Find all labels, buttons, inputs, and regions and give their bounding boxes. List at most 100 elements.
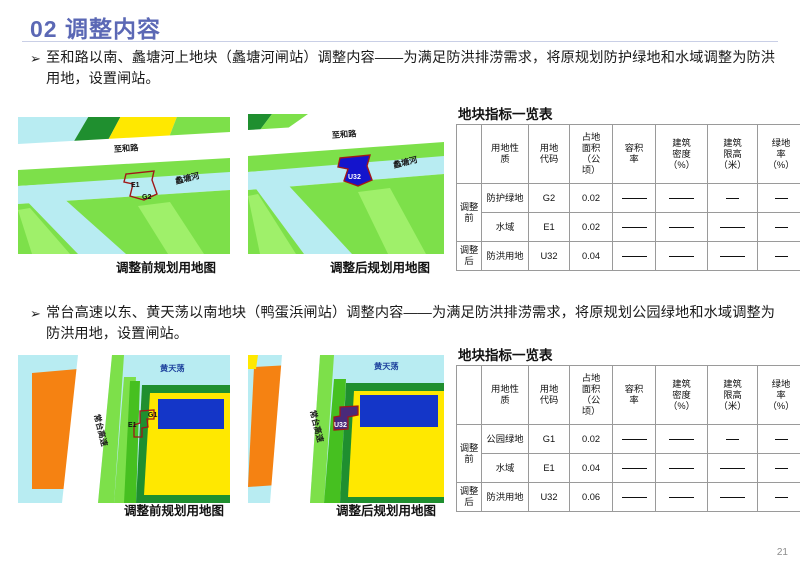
page-number: 21 <box>776 547 788 558</box>
svg-text:E1: E1 <box>128 422 137 429</box>
svg-text:黄天荡: 黄天荡 <box>160 363 185 373</box>
indicator-table-1-head: 用地性 质 用地 代码 占地 面积 （公 顷） 容积 率 <box>456 124 800 184</box>
th-stage <box>456 124 482 184</box>
cell-area: 0.04 <box>569 453 613 483</box>
cell-stage-after: 调整后 <box>456 482 482 512</box>
map-before-yadanbang: 黄天荡 常台高速 E1 G1 <box>18 355 230 503</box>
th-far: 容积 率 <box>612 365 656 425</box>
cell-green <box>757 212 800 242</box>
cell-nature: 公园绿地 <box>481 424 529 454</box>
map-before-yadanbang-graphic: 黄天荡 常台高速 E1 G1 <box>18 355 230 503</box>
table-row: 调整前 防护绿地 G2 0.02 <box>456 183 800 242</box>
th-area: 占地 面积 （公 顷） <box>569 124 613 184</box>
bullet-marker-icon: ➢ <box>30 306 41 321</box>
cell-far <box>612 241 656 271</box>
svg-text:U32: U32 <box>348 174 361 181</box>
cell-density <box>655 482 708 512</box>
bullet-text-2: 常台高速以东、黄天荡以南地块（鸭蛋浜闸站）调整内容——为满足防洪排涝需求，将原规… <box>46 305 775 342</box>
table-row: 调整后 防洪用地 U32 0.04 <box>456 241 800 271</box>
bullet-paragraph-1: ➢ 至和路以南、蠡塘河上地块（蠡塘河闸站）调整内容——为满足防洪排涝需求，将原规… <box>30 48 775 90</box>
cell-code: G2 <box>528 183 570 213</box>
th-stage <box>456 365 482 425</box>
th-code: 用地 代码 <box>528 124 570 184</box>
cell-far <box>612 212 656 242</box>
indicator-table-1: 用地性 质 用地 代码 占地 面积 （公 顷） 容积 率 <box>456 124 800 271</box>
cell-far <box>612 424 656 454</box>
cell-green <box>757 424 800 454</box>
map-caption-before-2: 调整前规划用地图 <box>124 504 225 518</box>
cell-green <box>757 482 800 512</box>
cell-far <box>612 453 656 483</box>
page-title: 02 调整内容 <box>30 16 161 42</box>
indicator-table-1-body: 调整前 防护绿地 G2 0.02 水域 E1 0.02 调整后 防洪用地 <box>456 183 800 271</box>
indicator-table-2-head: 用地性 质 用地 代码 占地 面积 （公 顷） 容积 率 <box>456 365 800 425</box>
svg-text:E1: E1 <box>131 182 140 189</box>
th-far: 容积 率 <box>612 124 656 184</box>
cell-code: E1 <box>528 453 570 483</box>
cell-green <box>757 241 800 271</box>
table-row: 调整前 公园绿地 G1 0.02 <box>456 424 800 483</box>
svg-text:U32: U32 <box>334 422 347 429</box>
cell-density <box>655 183 708 213</box>
map-caption-after-1: 调整后规划用地图 <box>330 261 431 275</box>
cell-height <box>707 424 758 454</box>
cell-green <box>757 453 800 483</box>
svg-text:至和路: 至和路 <box>331 128 357 140</box>
bullet-text-1: 至和路以南、蠡塘河上地块（蠡塘河闸站）调整内容——为满足防洪排涝需求，将原规划防… <box>46 50 775 87</box>
cell-nature: 防洪用地 <box>481 482 529 512</box>
cell-density <box>655 453 708 483</box>
table-row: 调整后 防洪用地 U32 0.06 <box>456 482 800 512</box>
table-row: 水域 E1 0.02 <box>457 212 800 242</box>
cell-code: U32 <box>528 241 570 271</box>
cell-stage-before: 调整前 <box>456 183 482 242</box>
svg-text:黄天荡: 黄天荡 <box>374 361 399 371</box>
bullet-marker-icon: ➢ <box>30 51 41 66</box>
cell-height <box>707 212 758 242</box>
th-green: 绿地 率 （%） <box>757 365 800 425</box>
cell-nature: 水域 <box>481 453 529 483</box>
th-area: 占地 面积 （公 顷） <box>569 365 613 425</box>
svg-text:G1: G1 <box>148 412 157 419</box>
map-before-litangriver: 至和路 蠡塘河 E1 G2 <box>18 114 230 254</box>
table-header-row: 用地性 质 用地 代码 占地 面积 （公 顷） 容积 率 <box>456 124 800 184</box>
cell-height <box>707 241 758 271</box>
map-after-yadanbang: 黄天荡 常台高速 U32 <box>248 355 444 503</box>
cell-height <box>707 453 758 483</box>
cell-code: U32 <box>528 482 570 512</box>
map-after-yadanbang-graphic: 黄天荡 常台高速 U32 <box>248 355 444 503</box>
th-density: 建筑 密度 （%） <box>655 365 708 425</box>
cell-stage-before: 调整前 <box>456 424 482 483</box>
cell-height <box>707 183 758 213</box>
cell-height <box>707 482 758 512</box>
th-height: 建筑 限高 （米） <box>707 124 758 184</box>
th-nature: 用地性 质 <box>481 124 529 184</box>
bullet-paragraph-2: ➢ 常台高速以东、黄天荡以南地块（鸭蛋浜闸站）调整内容——为满足防洪排涝需求，将… <box>30 303 775 345</box>
cell-far <box>612 183 656 213</box>
cell-code: E1 <box>528 212 570 242</box>
map-after-litangriver: 至和路 蠡塘河 U32 <box>248 114 444 254</box>
map-caption-after-2: 调整后规划用地图 <box>336 504 437 518</box>
cell-area: 0.02 <box>569 424 613 454</box>
cell-area: 0.04 <box>569 241 613 271</box>
cell-area: 0.02 <box>569 183 613 213</box>
cell-far <box>612 482 656 512</box>
svg-text:G2: G2 <box>142 194 151 201</box>
table-title-2: 地块指标一览表 <box>458 348 553 363</box>
cell-stage-after: 调整后 <box>456 241 482 271</box>
indicator-table-2: 用地性 质 用地 代码 占地 面积 （公 顷） 容积 率 <box>456 365 800 512</box>
table-title-1: 地块指标一览表 <box>458 107 553 122</box>
svg-text:至和路: 至和路 <box>113 142 139 154</box>
th-green: 绿地 率 （%） <box>757 124 800 184</box>
cell-green <box>757 183 800 213</box>
cell-area: 0.06 <box>569 482 613 512</box>
cell-nature: 防洪用地 <box>481 241 529 271</box>
cell-density <box>655 241 708 271</box>
map-caption-before-1: 调整前规划用地图 <box>116 261 217 275</box>
indicator-table-2-body: 调整前 公园绿地 G1 0.02 水域 E1 0.04 调整后 防洪用地 <box>456 424 800 512</box>
th-code: 用地 代码 <box>528 365 570 425</box>
cell-density <box>655 212 708 242</box>
cell-density <box>655 424 708 454</box>
cell-nature: 防护绿地 <box>481 183 529 213</box>
title-divider <box>22 41 778 42</box>
